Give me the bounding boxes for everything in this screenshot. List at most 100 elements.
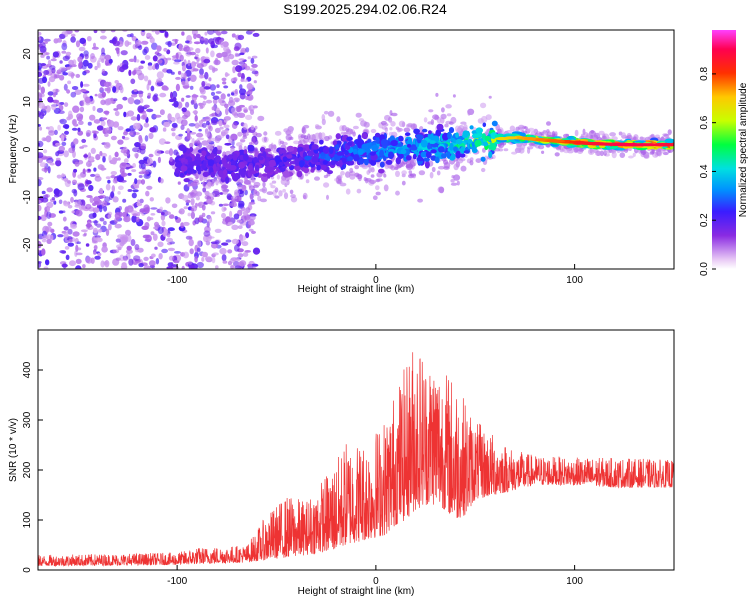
spectrogram-cell <box>127 97 135 105</box>
spectrogram-cell <box>99 87 103 91</box>
spectrogram-cell <box>178 225 186 232</box>
spectrogram-cell <box>93 42 96 48</box>
spectrogram-cell <box>247 263 253 268</box>
spectrogram-cell <box>59 74 65 81</box>
spectrogram-cell <box>257 195 262 202</box>
spectrogram-cell <box>231 160 237 165</box>
spectrogram-cell <box>232 173 239 182</box>
spectrogram-cell <box>294 158 301 166</box>
spectrogram-cell <box>174 215 178 220</box>
spectrogram-cell <box>62 72 69 76</box>
spectrogram-cell <box>413 128 420 134</box>
spectrogram-cell <box>152 55 158 62</box>
spectrogram-cell <box>71 210 75 214</box>
spectrogram-cell <box>239 138 246 143</box>
spectrogram-cell <box>453 163 459 171</box>
spectrogram-cell <box>283 192 289 200</box>
spectrogram-cell <box>73 168 78 173</box>
spectrogram-cell <box>203 230 211 237</box>
spectrogram-cell <box>198 120 203 125</box>
spectrogram-cell <box>345 188 351 195</box>
spectrogram-cell <box>38 92 43 100</box>
spectrogram-cell <box>238 190 245 198</box>
spectrogram-cell <box>314 176 320 181</box>
spectrogram-cell <box>389 127 393 131</box>
spectrogram-cell <box>93 119 101 124</box>
spectrogram-cell <box>95 154 101 161</box>
spectrogram-cell <box>48 76 56 83</box>
spectrogram-cell <box>340 131 348 135</box>
spectrogram-cell <box>163 121 171 128</box>
spectrogram-cell <box>55 88 59 93</box>
spectrogram-cell <box>200 88 206 95</box>
spectrogram-cell <box>371 144 379 152</box>
spectrogram-cell <box>94 219 98 226</box>
spectrogram-cell <box>261 175 268 183</box>
spectrogram-cell <box>85 203 92 210</box>
spectrogram-cell <box>68 239 73 242</box>
spectrogram-cell <box>434 156 440 164</box>
spectrogram-cell <box>240 78 245 82</box>
spectrogram-cell <box>194 122 200 129</box>
spectrogram-cell <box>390 121 396 127</box>
spectrogram-cell <box>319 139 324 145</box>
spectrogram-cell <box>91 240 99 244</box>
spectrogram-cell <box>184 158 188 164</box>
spectrogram-cell <box>181 107 187 113</box>
spectrogram-cell <box>150 207 158 210</box>
spectrogram-cell <box>38 204 42 212</box>
spectrogram-cell <box>96 223 102 228</box>
spectrogram-cell <box>171 203 178 209</box>
spectrogram-cell <box>112 178 118 184</box>
spectrogram-cell <box>253 156 259 164</box>
spectrogram-cell <box>236 219 243 223</box>
spectrogram-cell <box>104 133 109 138</box>
spectrogram-cell <box>243 153 249 162</box>
spectrogram-cell <box>143 171 150 175</box>
spectrogram-cell <box>128 132 134 136</box>
spectrogram-cell <box>100 165 105 172</box>
spectrogram-cell <box>119 167 125 175</box>
spectrogram-cell <box>225 150 232 155</box>
spectrogram-cell <box>149 127 157 133</box>
spectrogram-cell <box>99 35 107 40</box>
spectrogram-ridge-cell <box>663 143 674 147</box>
spectrogram-cell <box>257 115 265 122</box>
spectrogram-cell <box>212 67 218 72</box>
spectrogram-cell <box>205 99 213 104</box>
spectrogram-cell <box>239 84 243 90</box>
spectrogram-cell <box>136 41 144 45</box>
spectrogram-cell <box>38 157 42 163</box>
spectrogram-cell <box>75 73 81 78</box>
spectrogram-cell <box>77 174 83 179</box>
spectrogram-cell <box>237 34 245 41</box>
spectrogram-cell <box>503 148 509 152</box>
spectrogram-cell <box>208 77 212 82</box>
spectrogram-cell <box>222 260 228 264</box>
spectrogram-cell <box>40 63 47 66</box>
spectrogram-cell <box>53 73 58 80</box>
spectrogram-cell <box>210 181 215 187</box>
spectrogram-cell <box>423 157 430 162</box>
spectrogram-cell <box>527 127 535 132</box>
spectrogram-cell <box>260 198 267 203</box>
spectrogram-cell <box>198 217 205 222</box>
spectrogram-cell <box>253 181 261 187</box>
spectrogram-cell <box>339 182 347 187</box>
spectrogram-cell <box>596 150 601 156</box>
spectrogram-cell <box>128 58 135 62</box>
spectrogram-cell <box>159 206 163 212</box>
spectrogram-cell <box>247 164 253 171</box>
spectrogram-cell <box>79 106 85 113</box>
spectrogram-cell <box>60 134 65 142</box>
spectrogram-cell <box>146 83 150 91</box>
spectrogram-cell <box>38 102 45 109</box>
spectrogram-cell <box>223 85 229 89</box>
spectrogram-cell <box>205 256 213 262</box>
spectrogram-cell <box>208 192 216 198</box>
spectrogram-cell <box>151 42 158 50</box>
spectrogram-cell <box>207 215 213 224</box>
spectrogram-cell <box>62 216 67 222</box>
spectrogram-cell <box>219 247 227 255</box>
spectrogram-cell <box>215 91 222 94</box>
